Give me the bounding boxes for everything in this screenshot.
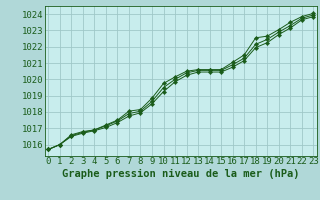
X-axis label: Graphe pression niveau de la mer (hPa): Graphe pression niveau de la mer (hPa): [62, 169, 300, 179]
